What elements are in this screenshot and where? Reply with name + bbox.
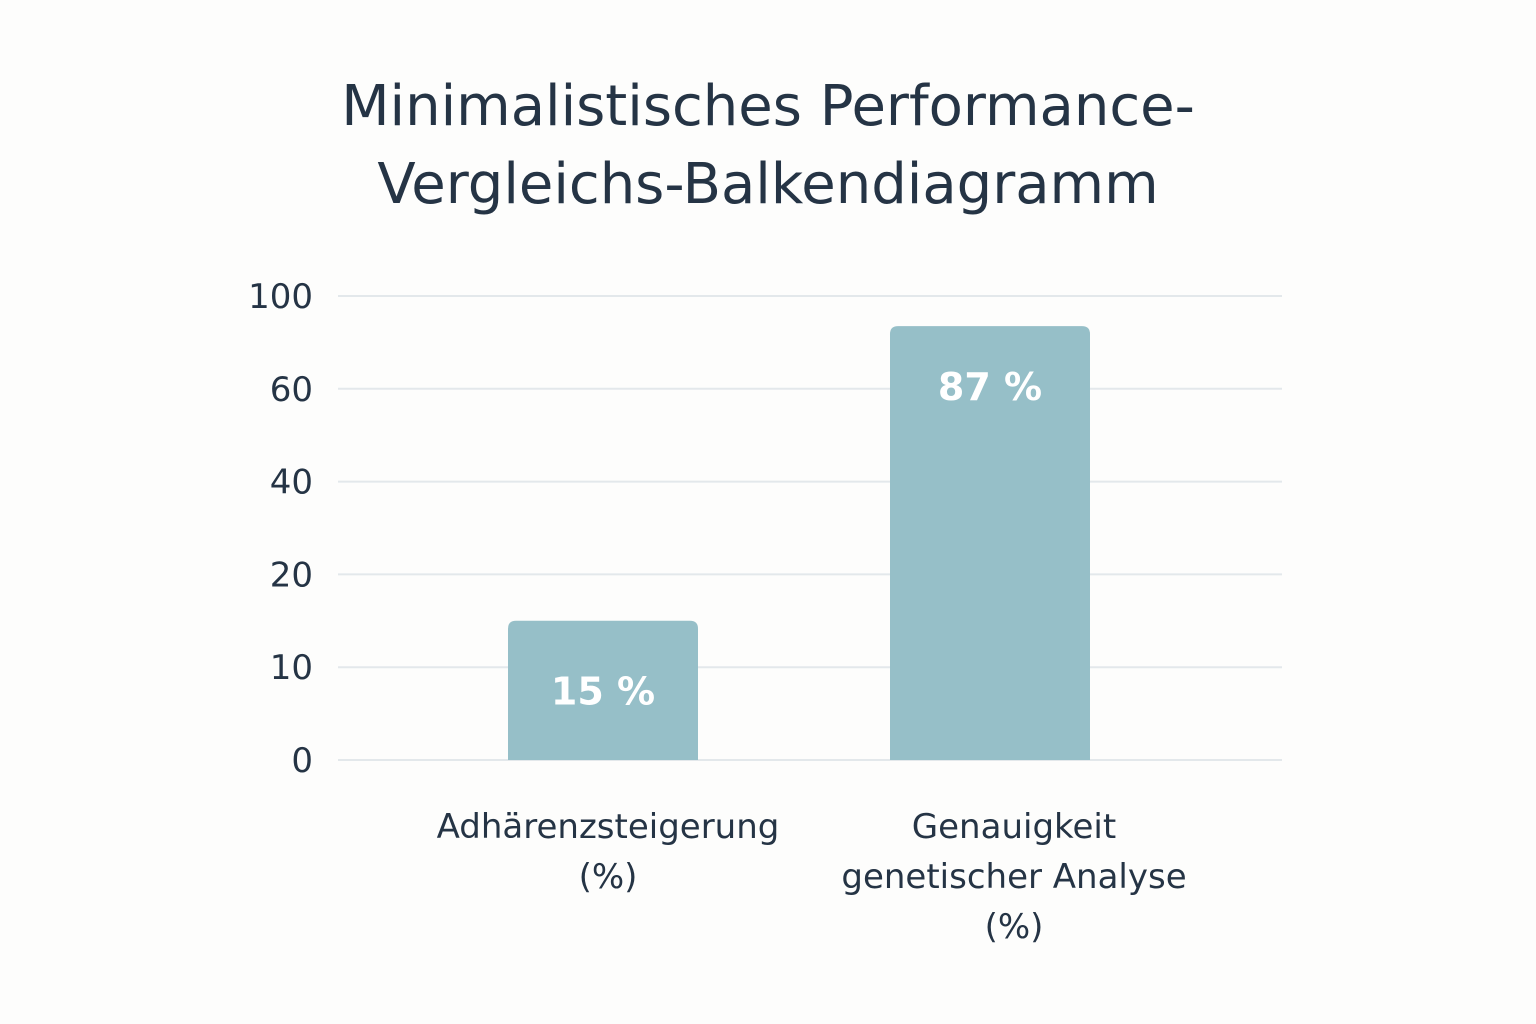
y-tick-label-40: 40: [270, 463, 313, 503]
category-label-2-line-3: (%): [985, 907, 1044, 947]
category-label-2-line-2: genetischer Analyse: [841, 857, 1186, 897]
category-label-1-line-2: (%): [579, 857, 638, 897]
bar-value-label-1: 15 %: [551, 669, 655, 713]
chart-title-line-2: Vergleichs-Balkendiagramm: [377, 152, 1159, 217]
category-label-1-line-1: Adhärenzsteigerung: [437, 807, 780, 847]
category-label-2-line-1: Genauigkeit: [912, 807, 1116, 847]
y-tick-label-0: 0: [291, 741, 313, 781]
y-tick-label-20: 20: [270, 555, 313, 595]
bar-1: [508, 620, 698, 760]
y-tick-label-10: 10: [270, 648, 313, 688]
y-tick-label-100: 100: [248, 277, 313, 317]
bar-value-label-2: 87 %: [938, 365, 1042, 409]
chart-title-line-1: Minimalistisches Performance-: [341, 74, 1195, 139]
chart-title: Minimalistisches Performance- Vergleichs…: [0, 68, 1536, 224]
y-tick-label-60: 60: [270, 370, 313, 410]
bar-2: [890, 326, 1090, 760]
